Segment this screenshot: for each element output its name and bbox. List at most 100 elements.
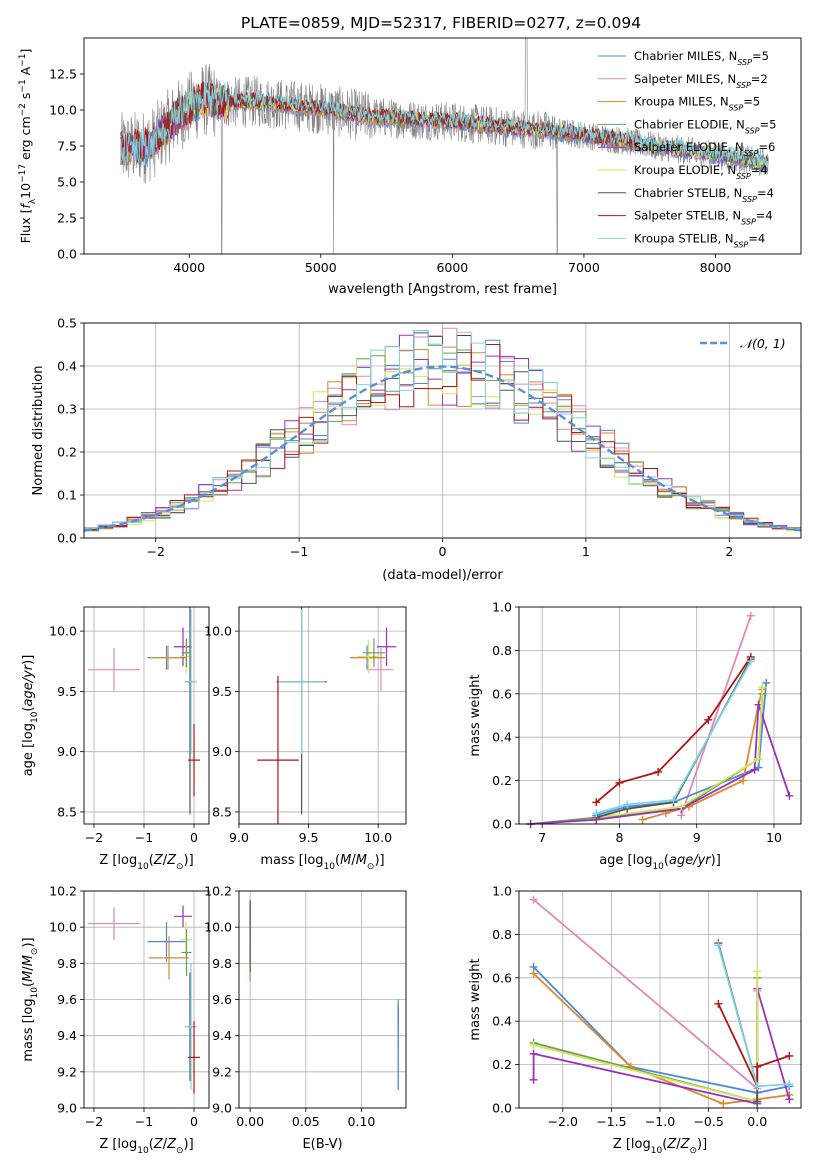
y-tick-label: 9.4 xyxy=(57,1028,77,1043)
label-part: mass [log xyxy=(21,998,36,1061)
x-tick-label: −1.0 xyxy=(645,1114,675,1129)
label-part: 10 xyxy=(18,183,33,199)
weight-marker-kroupa_stelib xyxy=(746,657,755,666)
normal-distribution-curve xyxy=(83,365,802,532)
label-part: age [log xyxy=(21,723,36,776)
weight-marker-salpeter_elodie xyxy=(785,791,794,800)
weight-marker-salpeter_miles xyxy=(529,895,538,904)
legend-text: Kroupa STELIB, N xyxy=(634,231,734,245)
weight-line-kroupa_elodie xyxy=(533,971,759,1103)
label-part: −17 xyxy=(18,164,28,183)
x-tick-label: 9 xyxy=(693,830,701,845)
axes-frame xyxy=(83,606,210,825)
y-tick-label: 8.5 xyxy=(212,804,232,819)
x-axis-label: Z [log10(Z/Z⊙)] xyxy=(99,853,193,872)
y-tick-label: 10.0 xyxy=(204,920,232,935)
legend-sub: SSP xyxy=(736,80,751,89)
label-part: )] xyxy=(697,1137,707,1152)
y-tick-label: 9.4 xyxy=(212,1028,232,1043)
weight-marker-chabrier_miles xyxy=(762,678,771,687)
y-axis-label: Normed distribution xyxy=(31,366,46,496)
y-tick-label: 9.5 xyxy=(57,684,77,699)
y-tick-label: 5.0 xyxy=(57,175,77,190)
label-part: ] xyxy=(18,49,33,54)
label-part: / xyxy=(163,1137,168,1152)
label-part: ⊙ xyxy=(176,1146,184,1156)
label-part: ⊙ xyxy=(30,948,40,956)
weight-line-salpeter_elodie xyxy=(530,704,791,825)
weight-marker-salpeter_elodie xyxy=(785,1095,794,1104)
weight-line-salpeter_stelib xyxy=(717,1003,790,1087)
weight-marker-kroupa_miles xyxy=(638,815,647,824)
legend-text: Kroupa MILES, N xyxy=(634,95,729,109)
legend-label-chabrier_elodie: Chabrier ELODIE, NSSP=5 xyxy=(634,117,776,135)
label-part: age [log xyxy=(599,853,652,868)
label-part: / xyxy=(163,853,168,868)
y-tick-label: 9.8 xyxy=(57,956,77,971)
y-tick-label: 0.4 xyxy=(492,1014,512,1029)
label-part: 10 xyxy=(137,862,149,872)
y-tick-label: 9.0 xyxy=(212,1101,232,1116)
label-part: erg cm xyxy=(18,116,33,164)
legend-text: Kroupa ELODIE, N xyxy=(634,163,736,177)
x-tick-label: 10.0 xyxy=(364,830,392,845)
weight-marker-kroupa_miles xyxy=(739,776,748,785)
x-tick-label: 6000 xyxy=(436,260,468,275)
label-part: ⊙ xyxy=(689,1146,697,1156)
axes-frame xyxy=(238,606,407,825)
y-tick-label: 10.2 xyxy=(204,884,232,899)
label-part: 10 xyxy=(324,862,336,872)
y-tick-label: 9.0 xyxy=(212,744,232,759)
label-part: 10 xyxy=(137,1146,149,1156)
label-part: 10 xyxy=(652,862,664,872)
y-tick-label: 0.8 xyxy=(492,927,512,942)
label-part: A xyxy=(18,66,33,79)
label-part: )] xyxy=(21,655,36,665)
weight-line-kroupa_elodie xyxy=(596,687,764,819)
label-part: )] xyxy=(184,1137,194,1152)
label-part: 10 xyxy=(30,987,40,999)
weight-marker-salpeter_stelib xyxy=(785,1051,794,1060)
weight-marker-kroupa_elodie xyxy=(754,754,763,763)
y-tick-label: 10.0 xyxy=(49,624,77,639)
weight-marker-kroupa_elodie xyxy=(529,1041,538,1050)
x-tick-label: 8 xyxy=(615,830,623,845)
x-axis-label: wavelength [Angstrom, rest frame] xyxy=(328,282,557,297)
label-part: 10 xyxy=(30,711,40,723)
label-part: 10 xyxy=(651,1146,663,1156)
legend-sub: SSP xyxy=(742,194,757,203)
legend-label-chabrier_miles: Chabrier MILES, NSSP=5 xyxy=(634,49,769,67)
label-part: ( xyxy=(21,982,36,987)
legend-sub: SSP xyxy=(729,103,744,112)
label-part: ( xyxy=(335,853,340,868)
weight-marker-salpeter_elodie xyxy=(529,1075,538,1084)
label-part: / xyxy=(351,853,356,868)
label-part: λ xyxy=(28,198,38,204)
label-part: −1 xyxy=(18,53,28,66)
y-tick-label: 9.6 xyxy=(57,992,77,1007)
y-tick-label: 7.5 xyxy=(57,139,77,154)
label-part: )] xyxy=(711,853,721,868)
label-part: Z [log xyxy=(613,1137,651,1152)
weight-marker-kroupa_elodie xyxy=(753,967,762,976)
x-tick-label: −0.5 xyxy=(693,1114,723,1129)
label-part: −1 xyxy=(18,79,28,92)
legend-label-salpeter_miles: Salpeter MILES, NSSP=2 xyxy=(634,72,768,90)
weight-line-chabrier_miles xyxy=(532,966,790,1094)
weight-marker-kroupa_elodie xyxy=(758,683,767,692)
x-tick-label: 0.00 xyxy=(236,1114,264,1129)
y-tick-label: 9.0 xyxy=(57,1101,77,1116)
label-part: ⊙ xyxy=(367,862,375,872)
legend-text: Salpeter MILES, N xyxy=(634,72,736,86)
label-part: −2 xyxy=(18,103,28,116)
weight-marker-salpeter_stelib xyxy=(714,999,723,1008)
legend-text: Chabrier ELODIE, N xyxy=(634,117,745,131)
legend-sub: SSP xyxy=(744,149,759,158)
legend-sub: SSP xyxy=(741,217,756,226)
weight-marker-salpeter_miles xyxy=(746,611,755,620)
x-tick-label: 4000 xyxy=(173,260,205,275)
y-axis-label: mass weight xyxy=(468,958,483,1040)
x-tick-label: 9.5 xyxy=(299,830,319,845)
y-tick-label: 0.0 xyxy=(492,1101,512,1116)
